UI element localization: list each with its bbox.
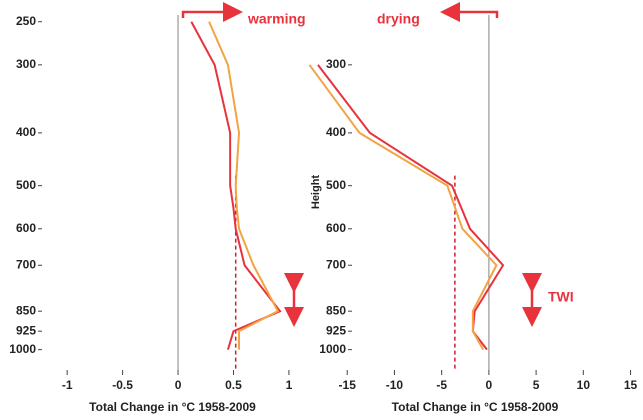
series-line: [308, 64, 498, 351]
y-tick-label: 300: [326, 57, 346, 71]
y-tick-label: 1000: [319, 342, 346, 356]
x-tick-label: -5: [436, 378, 447, 392]
y-tick-label: 300: [16, 57, 36, 71]
series-line: [208, 21, 280, 350]
warming-arrow: [181, 2, 243, 22]
y-tick-label: 400: [16, 125, 36, 139]
y-axis-label: Height: [310, 175, 322, 210]
x-axis-label: Total Change in °C 1958-2009: [392, 400, 559, 414]
x-tick-label: -10: [386, 378, 404, 392]
annotation: drying: [377, 11, 420, 27]
y-tick-label: 250: [16, 14, 36, 28]
x-tick-label: 1: [286, 378, 293, 392]
x-tick-label: 0: [175, 378, 182, 392]
y-tick-label: 700: [16, 257, 36, 271]
annotation: warming: [247, 11, 306, 27]
y-tick-label: 600: [326, 221, 346, 235]
x-tick-label: -1: [62, 378, 73, 392]
y-tick-label: 850: [326, 303, 346, 317]
y-tick-label: 1000: [9, 342, 36, 356]
x-tick-label: 15: [624, 378, 638, 392]
x-axis-label: Total Change in °C 1958-2009: [89, 400, 256, 414]
y-tick-label: 600: [16, 221, 36, 235]
y-tick-label: 500: [326, 178, 346, 192]
y-tick-label: 925: [326, 323, 346, 337]
x-tick-label: 5: [533, 378, 540, 392]
y-tick-label: 925: [16, 323, 36, 337]
x-tick-label: 10: [577, 378, 591, 392]
y-tick-label: 500: [16, 178, 36, 192]
drying-arrow: [440, 2, 499, 22]
y-tick-label: 400: [326, 125, 346, 139]
x-tick-label: -0.5: [112, 378, 133, 392]
x-tick-label: -15: [339, 378, 357, 392]
x-tick-label: 0.5: [225, 378, 242, 392]
twi-label: TWI: [548, 289, 574, 305]
y-tick-label: 850: [16, 303, 36, 317]
x-tick-label: 0: [486, 378, 493, 392]
y-tick-label: 700: [326, 257, 346, 271]
